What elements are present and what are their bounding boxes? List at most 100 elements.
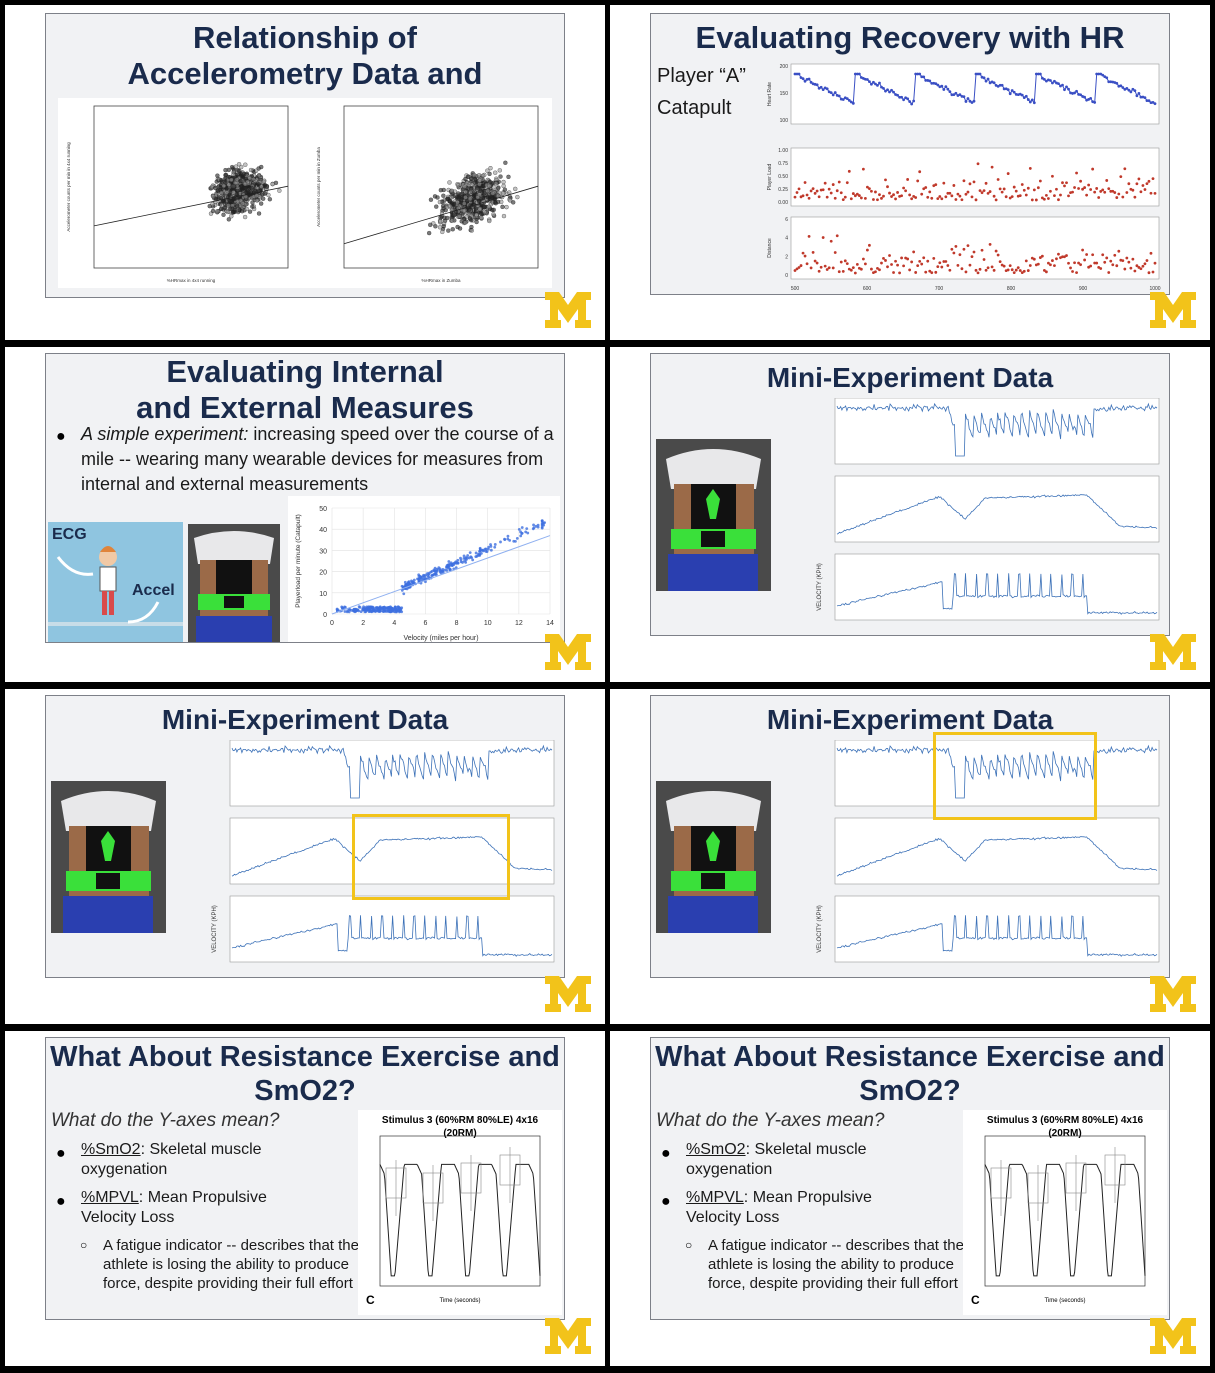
data-point <box>1095 261 1099 265</box>
data-point <box>1024 259 1028 263</box>
data-point <box>455 183 461 188</box>
data-point <box>1022 188 1026 192</box>
slide-5-frame[interactable]: Mini-Experiment Data VELOCITY (KPH) <box>5 689 605 1024</box>
data-point <box>463 220 468 225</box>
data-point <box>882 256 885 260</box>
data-point <box>229 177 234 183</box>
data-point <box>809 266 813 270</box>
data-point <box>868 243 871 247</box>
data-point <box>478 188 483 193</box>
michigan-logo-icon <box>545 634 591 670</box>
bullet-rest: increasing speed over the course of a mi… <box>81 424 554 494</box>
data-point <box>866 248 869 252</box>
scatter-plot-zumba: Accelerometer counts per min in Zumba %HR… <box>316 105 539 283</box>
data-point <box>1002 187 1006 191</box>
data-point <box>1042 269 1046 272</box>
data-point <box>1073 186 1076 189</box>
data-point <box>480 549 484 552</box>
data-point <box>487 183 492 188</box>
data-point <box>229 199 235 205</box>
sub-bullet-dot: ○ <box>80 1238 88 1252</box>
data-point <box>536 523 540 527</box>
data-point <box>831 183 835 186</box>
data-point <box>489 545 493 548</box>
data-point <box>437 225 443 230</box>
data-point <box>525 527 529 531</box>
data-point <box>501 213 507 219</box>
slide-2-frame[interactable]: Evaluating Recovery with HR Player “A” C… <box>610 5 1210 340</box>
michigan-logo-icon <box>1150 976 1196 1012</box>
data-point <box>1055 257 1058 261</box>
data-point <box>210 194 216 199</box>
data-point <box>980 191 984 195</box>
data-point <box>916 264 920 268</box>
data-point <box>402 592 406 596</box>
data-point <box>482 191 487 196</box>
data-point <box>912 250 916 254</box>
data-point <box>1131 257 1135 261</box>
slide-6-frame[interactable]: Mini-Experiment Data VELOCITY (KPH) <box>610 689 1210 1024</box>
data-point <box>445 196 450 201</box>
data-point <box>974 268 978 272</box>
data-point <box>262 182 268 188</box>
data-point <box>916 179 920 183</box>
data-point <box>219 190 224 196</box>
data-point <box>952 251 956 255</box>
slide-title: What About Resistance Exercise and SmO2? <box>655 1041 1165 1107</box>
data-point <box>1020 183 1024 186</box>
data-point <box>238 178 243 184</box>
data-point <box>970 195 974 199</box>
data-point <box>823 264 827 268</box>
data-point <box>469 224 474 230</box>
data-point <box>501 183 506 189</box>
data-point <box>487 179 493 185</box>
axis-text: 12 <box>515 620 523 627</box>
data-point <box>902 264 906 268</box>
data-point <box>428 222 433 227</box>
smo2-figure: Stimulus 3 (60%RM 80%LE) 4x16 (20RM) C T… <box>963 1110 1167 1315</box>
data-point <box>1103 260 1107 264</box>
data-point <box>1109 189 1113 193</box>
slide-3-frame[interactable]: Evaluating Internal and External Measure… <box>5 347 605 682</box>
axis-text: 0.50 <box>778 174 788 180</box>
data-point <box>445 565 448 569</box>
data-point <box>966 190 970 194</box>
data-point <box>441 224 446 229</box>
x-axis-label: %HRmax in 4x4 running <box>167 278 216 283</box>
slide-4-frame[interactable]: Mini-Experiment Data VELOCITY (KPH) <box>610 347 1210 682</box>
data-point <box>433 224 438 229</box>
data-point <box>876 198 879 202</box>
data-point <box>874 270 877 274</box>
data-point <box>1129 266 1133 270</box>
data-point <box>247 209 253 214</box>
data-point <box>855 192 859 196</box>
data-point <box>922 256 926 260</box>
data-point <box>908 193 912 197</box>
data-point <box>799 264 803 267</box>
data-point <box>1115 196 1119 199</box>
data-point <box>1143 188 1147 191</box>
data-point <box>449 218 455 223</box>
data-point <box>849 268 853 272</box>
data-point <box>224 190 229 195</box>
data-point <box>380 609 384 613</box>
data-point <box>1040 254 1044 258</box>
data-point <box>870 267 873 271</box>
mini-experiment-charts: VELOCITY (KPH) <box>817 740 1160 963</box>
runner-figure-icon <box>48 546 183 626</box>
data-point <box>1061 255 1064 259</box>
data-point <box>841 198 845 202</box>
slide-1-frame[interactable]: Relationship of Accelerometry Data and H… <box>5 5 605 340</box>
data-point <box>406 582 410 586</box>
data-point <box>226 167 231 173</box>
slide-8-frame[interactable]: What About Resistance Exercise and SmO2?… <box>610 1031 1210 1366</box>
data-point <box>809 189 813 193</box>
series-line <box>836 744 1158 799</box>
data-point <box>954 198 958 201</box>
data-point <box>447 180 452 185</box>
data-point <box>1002 264 1006 268</box>
slide-7-frame[interactable]: What About Resistance Exercise and SmO2?… <box>5 1031 605 1366</box>
data-point <box>1127 182 1131 186</box>
panel-frame <box>834 475 1160 543</box>
data-point <box>982 258 986 261</box>
